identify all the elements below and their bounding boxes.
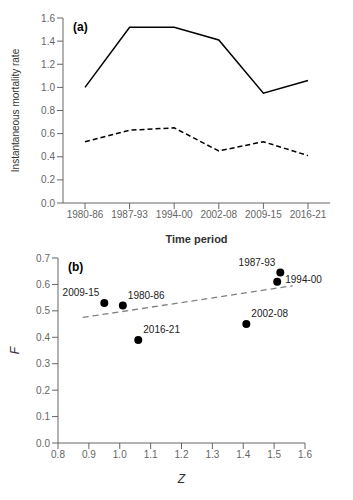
svg-text:0.6: 0.6 xyxy=(41,128,55,139)
svg-text:1987-93: 1987-93 xyxy=(239,257,276,268)
svg-text:2009-15: 2009-15 xyxy=(63,287,100,298)
svg-text:2009-15: 2009-15 xyxy=(245,209,282,220)
html-text:(a): (a) xyxy=(73,20,88,34)
svg-text:0.8: 0.8 xyxy=(41,105,55,116)
svg-text:0.6: 0.6 xyxy=(36,279,50,290)
svg-text:F: F xyxy=(8,346,22,354)
svg-text:1.2: 1.2 xyxy=(41,59,55,70)
svg-text:Instantaneous mortality rate: Instantaneous mortality rate xyxy=(10,48,21,172)
svg-text:1.2: 1.2 xyxy=(175,449,189,460)
svg-text:1.3: 1.3 xyxy=(205,449,219,460)
svg-text:1980-86: 1980-86 xyxy=(67,209,104,220)
svg-text:1.0: 1.0 xyxy=(41,82,55,93)
svg-text:2002-08: 2002-08 xyxy=(200,209,237,220)
svg-text:1994-00: 1994-00 xyxy=(285,274,322,285)
svg-text:0.5: 0.5 xyxy=(36,305,50,316)
svg-text:0.2: 0.2 xyxy=(36,385,50,396)
svg-text:1.4: 1.4 xyxy=(236,449,250,460)
html-text:(b): (b) xyxy=(68,260,84,274)
svg-text:0.2: 0.2 xyxy=(41,174,55,185)
svg-text:0.0: 0.0 xyxy=(36,438,50,449)
svg-text:2016-21: 2016-21 xyxy=(143,324,180,335)
svg-text:1980-86: 1980-86 xyxy=(128,290,165,301)
svg-text:1987-93: 1987-93 xyxy=(111,209,148,220)
svg-text:Z: Z xyxy=(177,472,186,486)
svg-text:1.5: 1.5 xyxy=(267,449,281,460)
svg-text:1.1: 1.1 xyxy=(144,449,158,460)
svg-text:1994-00: 1994-00 xyxy=(156,209,193,220)
svg-text:0.4: 0.4 xyxy=(41,151,55,162)
svg-text:1.0: 1.0 xyxy=(113,449,127,460)
svg-text:0.7: 0.7 xyxy=(36,253,50,264)
svg-text:0.0: 0.0 xyxy=(41,198,55,209)
svg-text:1.6: 1.6 xyxy=(298,449,312,460)
svg-text:0.1: 0.1 xyxy=(36,411,50,422)
svg-text:0.4: 0.4 xyxy=(36,332,50,343)
svg-text:0.9: 0.9 xyxy=(82,449,96,460)
svg-text:2016-21: 2016-21 xyxy=(290,209,327,220)
svg-text:0.8: 0.8 xyxy=(51,449,65,460)
svg-text:0.3: 0.3 xyxy=(36,358,50,369)
svg-text:Time period: Time period xyxy=(165,233,227,245)
svg-text:1.4: 1.4 xyxy=(41,36,55,47)
svg-text:2002-08: 2002-08 xyxy=(251,308,288,319)
svg-text:1.6: 1.6 xyxy=(41,13,55,24)
